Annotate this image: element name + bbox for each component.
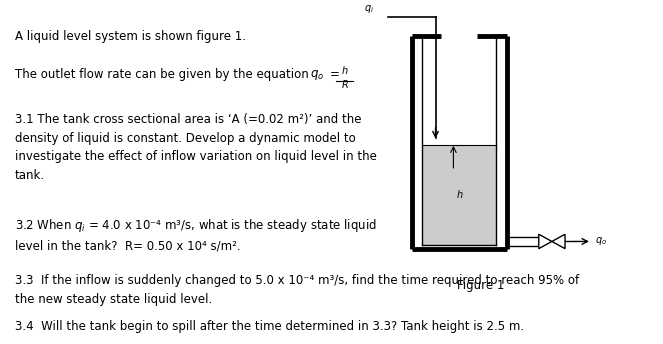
Text: A liquid level system is shown figure 1.: A liquid level system is shown figure 1. [15,30,246,43]
Text: R: R [341,80,348,90]
Text: $q_i$: $q_i$ [364,3,374,15]
Text: h: h [341,66,348,76]
Text: Figure 1: Figure 1 [457,279,504,292]
Text: h: h [456,190,463,200]
Text: $q_o$: $q_o$ [310,67,324,82]
Bar [422,144,497,245]
Text: The outlet flow rate can be given by the equation: The outlet flow rate can be given by the… [15,67,312,80]
Text: 3.1 The tank cross sectional area is ‘A (=0.02 m²)’ and the
density of liquid is: 3.1 The tank cross sectional area is ‘A … [15,114,377,182]
Text: =: = [330,67,339,80]
Text: 3.4  Will the tank begin to spill after the time determined in 3.3? Tank height : 3.4 Will the tank begin to spill after t… [15,320,524,333]
Text: 3.3  If the inflow is suddenly changed to 5.0 x 10⁻⁴ m³/s, find the time require: 3.3 If the inflow is suddenly changed to… [15,274,579,305]
Text: 3.2 When $q_i$ = 4.0 x 10⁻⁴ m³/s, what is the steady state liquid
level in the t: 3.2 When $q_i$ = 4.0 x 10⁻⁴ m³/s, what i… [15,217,377,252]
Text: $q_o$: $q_o$ [595,235,607,247]
